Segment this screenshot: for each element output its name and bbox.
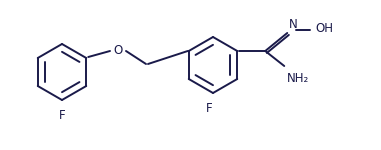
- Text: N: N: [289, 18, 298, 31]
- Text: F: F: [59, 109, 65, 122]
- Text: O: O: [114, 44, 123, 57]
- Text: F: F: [206, 102, 212, 115]
- Text: OH: OH: [315, 22, 333, 36]
- Text: NH₂: NH₂: [287, 72, 309, 85]
